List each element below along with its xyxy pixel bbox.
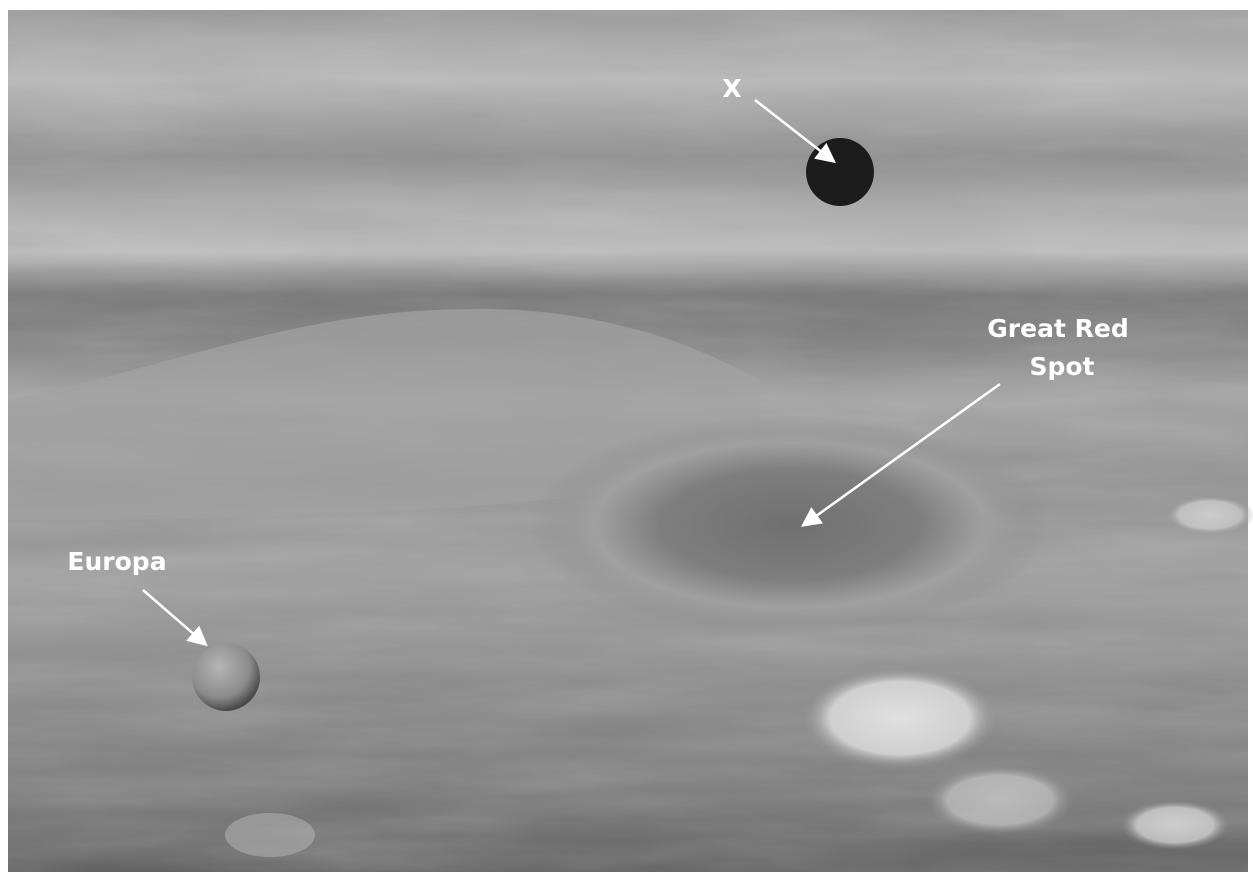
label-x: X [722, 74, 741, 103]
arrow [800, 382, 1001, 527]
jupiter-photo [8, 10, 1253, 872]
label-europa: Europa [67, 547, 166, 576]
label-great-red-spot: Great Red [987, 314, 1128, 343]
label-great-red-spot: Spot [1029, 352, 1094, 381]
arrow [754, 99, 836, 164]
annotations: X Great Red Spot Europa [67, 74, 1129, 647]
arrow [142, 589, 208, 647]
